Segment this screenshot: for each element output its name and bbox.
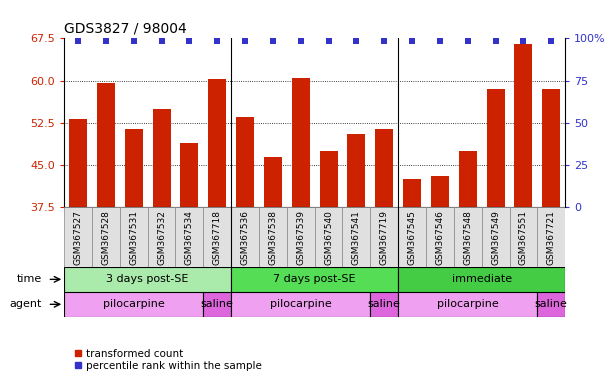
Bar [375, 129, 393, 207]
Bar [537, 292, 565, 317]
Text: GSM367546: GSM367546 [436, 210, 444, 265]
Text: 7 days post-SE: 7 days post-SE [273, 274, 356, 285]
Bar [69, 119, 87, 207]
Bar [398, 267, 565, 292]
Bar [231, 292, 370, 317]
Bar [153, 109, 170, 207]
Text: pilocarpine: pilocarpine [437, 299, 499, 310]
Bar [537, 207, 565, 267]
Bar [203, 292, 231, 317]
Bar [175, 207, 203, 267]
Bar [125, 129, 143, 207]
Bar [459, 151, 477, 207]
Bar [510, 207, 537, 267]
Legend: transformed count, percentile rank within the sample: transformed count, percentile rank withi… [70, 344, 266, 375]
Text: saline: saline [201, 299, 233, 310]
Bar [203, 207, 231, 267]
Bar [486, 89, 505, 207]
Text: GSM367531: GSM367531 [130, 210, 138, 265]
Text: GSM367538: GSM367538 [268, 210, 277, 265]
Bar [348, 134, 365, 207]
Bar [64, 207, 92, 267]
Text: GSM367527: GSM367527 [73, 210, 82, 265]
Bar [236, 117, 254, 207]
Text: pilocarpine: pilocarpine [270, 299, 332, 310]
Bar [64, 292, 203, 317]
Bar [148, 207, 175, 267]
Bar [398, 207, 426, 267]
Bar [231, 267, 398, 292]
Text: GSM367548: GSM367548 [463, 210, 472, 265]
Text: saline: saline [535, 299, 568, 310]
Text: GSM367540: GSM367540 [324, 210, 333, 265]
Bar [92, 207, 120, 267]
Text: GSM367721: GSM367721 [547, 210, 556, 265]
Text: GSM367541: GSM367541 [352, 210, 361, 265]
Text: GSM367536: GSM367536 [241, 210, 249, 265]
Bar [120, 207, 148, 267]
Text: saline: saline [368, 299, 401, 310]
Text: GSM367718: GSM367718 [213, 210, 222, 265]
Bar [481, 207, 510, 267]
Bar [208, 79, 226, 207]
Bar [403, 179, 421, 207]
Bar [64, 267, 231, 292]
Text: GSM367539: GSM367539 [296, 210, 306, 265]
Bar [426, 207, 454, 267]
Bar [431, 176, 449, 207]
Text: agent: agent [10, 299, 42, 310]
Text: GSM367719: GSM367719 [380, 210, 389, 265]
Bar [370, 292, 398, 317]
Text: time: time [16, 274, 42, 285]
Bar [259, 207, 287, 267]
Bar [97, 83, 115, 207]
Bar [542, 89, 560, 207]
Text: GSM367551: GSM367551 [519, 210, 528, 265]
Text: GSM367534: GSM367534 [185, 210, 194, 265]
Bar [320, 151, 338, 207]
Bar [231, 207, 259, 267]
Bar [291, 78, 310, 207]
Bar [287, 207, 315, 267]
Text: GDS3827 / 98004: GDS3827 / 98004 [64, 22, 187, 36]
Text: GSM367545: GSM367545 [408, 210, 417, 265]
Bar [315, 207, 343, 267]
Text: GSM367549: GSM367549 [491, 210, 500, 265]
Bar [398, 292, 537, 317]
Text: immediate: immediate [452, 274, 512, 285]
Bar [454, 207, 481, 267]
Bar [264, 157, 282, 207]
Text: GSM367528: GSM367528 [101, 210, 111, 265]
Text: GSM367532: GSM367532 [157, 210, 166, 265]
Bar [180, 142, 199, 207]
Bar [514, 44, 532, 207]
Text: 3 days post-SE: 3 days post-SE [106, 274, 189, 285]
Bar [370, 207, 398, 267]
Text: pilocarpine: pilocarpine [103, 299, 164, 310]
Bar [343, 207, 370, 267]
